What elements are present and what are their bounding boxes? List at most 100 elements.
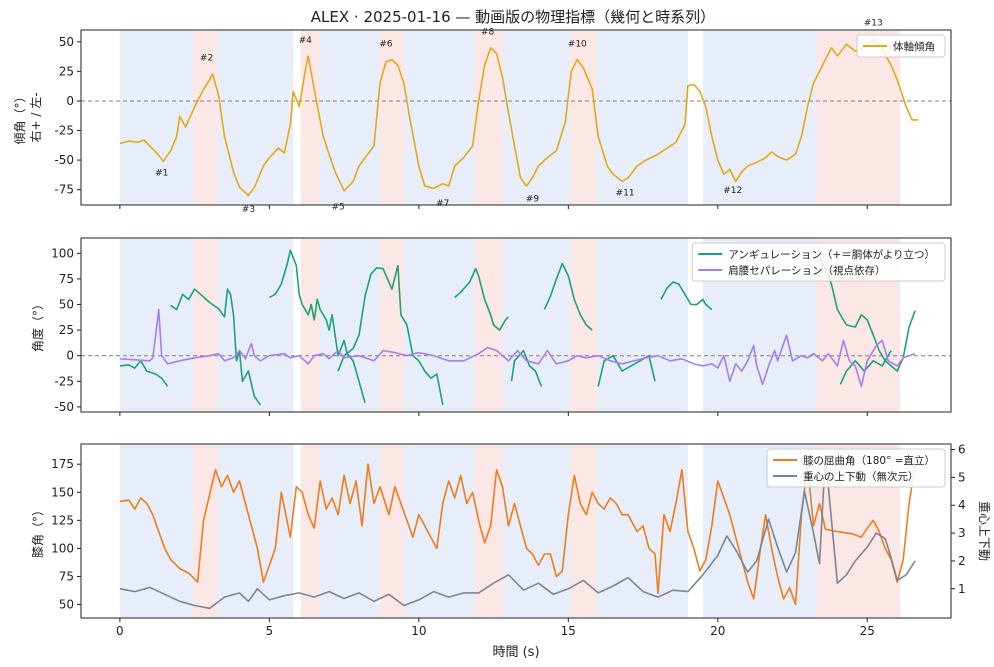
panel-3: 0 5 10 15 20 25 175 150 125 100 75 50 6 5 4 3 2 1 膝角（°） 重心上…	[31, 443, 991, 638]
y-tick-label: 100	[51, 541, 74, 555]
peak-annotation: #8	[481, 28, 495, 38]
y-tick-label: -75	[54, 183, 74, 197]
y-tick-label: -25	[54, 124, 74, 138]
y-tick-label: -25	[54, 374, 74, 388]
phase-band-red	[569, 238, 597, 412]
peak-annotation: #9	[526, 194, 540, 204]
phase-band-blue	[502, 30, 570, 205]
peak-annotation: #7	[436, 199, 449, 209]
phase-band-blue	[596, 444, 688, 618]
phase-band-red	[379, 444, 404, 618]
legend: 体軸傾角	[856, 34, 946, 58]
peak-annotation: #5	[331, 203, 344, 213]
peak-annotation: #3	[242, 205, 255, 215]
legend: 膝の屈曲角（180° =直立） 重心の上下動（無次元）	[766, 448, 946, 488]
peak-annotation: #11	[616, 189, 635, 199]
x-tick-label: 15	[561, 624, 576, 638]
plot-frame	[80, 237, 952, 413]
y-right-tick-label: 6	[958, 443, 966, 457]
y-tick-label: 100	[51, 246, 74, 260]
plot-frame	[80, 443, 952, 619]
legend-label: アンギュレーション（+＝胴体がより立つ）	[728, 248, 935, 261]
series-line-2-1-seg10	[818, 258, 916, 372]
series-line-2-1-seg9	[660, 281, 713, 311]
phase-band-red	[379, 30, 404, 205]
phase-band-blue	[119, 30, 194, 205]
y-tick-label: 150	[51, 485, 74, 499]
x-tick-label: 20	[710, 624, 725, 638]
y-right-tick-label: 3	[958, 526, 966, 540]
series-line-2-1-seg4	[337, 264, 444, 405]
peak-annotation: #1	[155, 168, 168, 178]
y-tick-label: 0	[66, 94, 74, 108]
phase-band-red	[474, 238, 503, 412]
y-axis-label: 角度（°）	[30, 298, 45, 352]
series-line-3-1	[119, 463, 916, 606]
y-tick-label: 50	[59, 35, 74, 49]
y-right-axis-label: 重心上下動	[977, 501, 991, 561]
phase-band-red	[193, 30, 218, 205]
series-line-2-1-seg1	[119, 360, 169, 387]
y-tick-label: -50	[54, 400, 74, 414]
series-line-2-1-seg5	[454, 267, 510, 331]
y-tick-label: 0	[66, 349, 74, 363]
phase-band-blue	[320, 30, 380, 205]
phase-band-red	[300, 444, 321, 618]
series-line-2-2	[119, 308, 916, 388]
phase-band-blue	[596, 238, 688, 412]
phase-band-red	[569, 444, 597, 618]
peak-annotation: #13	[864, 18, 883, 28]
y-tick-label: 75	[59, 569, 74, 583]
legend-box	[691, 242, 946, 282]
x-tick-label: 10	[411, 624, 426, 638]
phase-band-blue	[217, 238, 294, 412]
legend-label: 肩腰セパレーション（視点依存）	[728, 264, 885, 277]
series-line-2-1-seg2	[170, 288, 262, 406]
phase-band-blue	[119, 444, 194, 618]
series-line-2-1-seg6	[510, 349, 543, 387]
y-right-tick-label: 5	[958, 470, 966, 484]
peak-annotation: #6	[379, 40, 393, 50]
legend-label: 重心の上下動（無次元）	[803, 470, 919, 483]
x-axis-label: 時間 (s)	[492, 645, 539, 660]
y-right-tick-label: 1	[958, 582, 966, 596]
y-right-tick-label: 2	[958, 554, 966, 568]
phase-band-red	[379, 238, 404, 412]
y-right-tick-label: 4	[958, 498, 966, 512]
phase-band-blue	[320, 238, 380, 412]
phase-band-red	[193, 238, 218, 412]
series-group	[119, 38, 919, 197]
peak-annotation: #10	[568, 40, 587, 50]
figure-title: ALEX · 2025-01-16 — 動画版の物理指標（幾何と時系列）	[311, 8, 715, 26]
legend-box	[766, 448, 946, 488]
legend-label: 体軸傾角	[893, 40, 935, 53]
series-line-1-1	[119, 38, 919, 197]
phase-band-blue	[596, 30, 688, 205]
panel-1: 50 25 0 -25 -50 -75 傾角（°） 右+ / 左- #1 #2 #3 #4 #5 #6 #7…	[13, 18, 952, 215]
phase-band-blue	[702, 30, 817, 205]
peak-annotation: #4	[299, 36, 313, 46]
phase-band-blue	[502, 238, 570, 412]
phase-band-red	[569, 30, 597, 205]
phase-band-blue	[217, 444, 294, 618]
y-axis-label: 膝角（°）	[31, 504, 45, 558]
y-tick-label: 175	[51, 457, 74, 471]
y-tick-label: 25	[59, 64, 74, 78]
phase-band-red	[300, 238, 321, 412]
panel-2: 100 75 50 25 0 -25 -50 角度（°） アンギュレーション（+＝胴体がより立つ…	[30, 237, 952, 416]
series-line-2-1-seg8	[597, 354, 656, 387]
y-axis-sublabel: 右+ / 左-	[28, 92, 43, 142]
legend-label: 膝の屈曲角（180° =直立）	[803, 454, 935, 467]
plot-frame	[80, 29, 952, 206]
y-tick-label: -50	[54, 153, 74, 167]
series-line-2-1-seg3	[269, 249, 366, 404]
phase-band-red	[300, 30, 321, 205]
series-line-2-1-seg7	[543, 262, 593, 331]
y-tick-label: 25	[59, 323, 74, 337]
y-tick-label: 75	[59, 272, 74, 286]
x-tick-label: 0	[116, 624, 124, 638]
legend: アンギュレーション（+＝胴体がより立つ） 肩腰セパレーション（視点依存）	[691, 242, 946, 282]
phase-band-blue	[217, 30, 294, 205]
